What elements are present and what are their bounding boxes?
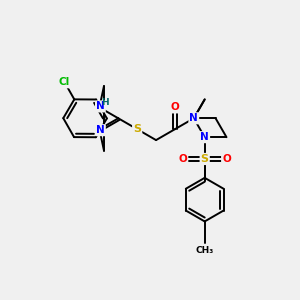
Text: S: S: [133, 124, 141, 134]
Text: H: H: [102, 98, 109, 107]
Text: O: O: [170, 102, 179, 112]
Text: N: N: [96, 101, 105, 111]
Text: S: S: [201, 154, 209, 164]
Text: CH₃: CH₃: [196, 246, 214, 255]
Text: Cl: Cl: [59, 77, 70, 87]
Text: N: N: [96, 125, 105, 135]
Text: O: O: [178, 154, 187, 164]
Text: N: N: [200, 132, 209, 142]
Text: N: N: [189, 113, 198, 123]
Text: O: O: [222, 154, 231, 164]
